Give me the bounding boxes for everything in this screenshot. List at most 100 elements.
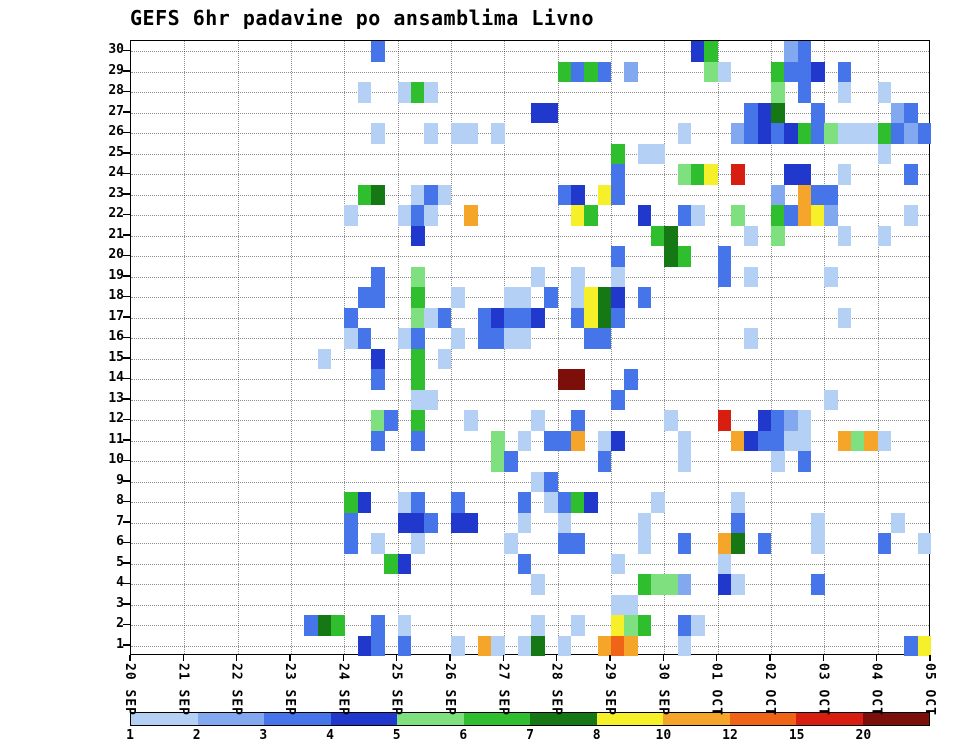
heatmap-cell: [771, 184, 785, 206]
y-tick-label: 22: [108, 206, 124, 222]
heatmap-cell: [517, 635, 532, 657]
heatmap-cell: [731, 430, 745, 452]
heatmap-cell: [504, 328, 519, 349]
x-tick-label: 25 SEP: [388, 663, 404, 716]
colorbar-segment: [530, 713, 597, 725]
heatmap-cell: [571, 61, 585, 83]
heatmap-cell: [797, 184, 812, 206]
x-tick-label: 01 OCT: [708, 663, 724, 716]
heatmap-cell: [517, 307, 532, 329]
heatmap-cell: [344, 328, 359, 349]
y-tick-mark: [123, 377, 130, 379]
heatmap-cell: [797, 123, 812, 144]
x-tick-label: 05 OCT: [922, 663, 937, 716]
heatmap-cell: [877, 225, 892, 247]
heatmap-cell: [744, 123, 759, 144]
y-tick-label: 29: [108, 62, 124, 78]
heatmap-cell: [771, 61, 785, 83]
heatmap-cell: [744, 328, 759, 349]
heatmap-cell: [651, 574, 665, 595]
y-tick-mark: [123, 562, 130, 564]
heatmap-cell: [464, 512, 479, 534]
heatmap-cell: [877, 82, 892, 103]
colorbar-segment: [131, 713, 198, 725]
heatmap-cell: [571, 615, 585, 636]
x-tick-mark: [342, 655, 345, 661]
horizontal-gridline: [131, 174, 929, 176]
heatmap-cell: [717, 574, 732, 595]
heatmap-cell: [544, 471, 559, 493]
heatmap-cell: [677, 123, 692, 144]
horizontal-gridline: [131, 604, 929, 606]
y-tick-label: 24: [108, 165, 124, 181]
colorbar-tick-label: 20: [855, 728, 872, 742]
y-tick-mark: [123, 295, 130, 297]
heatmap-cell: [371, 533, 385, 554]
heatmap-cell: [544, 430, 559, 452]
heatmap-cell: [371, 184, 385, 206]
heatmap-cell: [571, 430, 585, 452]
heatmap-cell: [611, 143, 625, 165]
heatmap-cell: [797, 205, 812, 226]
heatmap-cell: [637, 574, 652, 595]
heatmap-cell: [411, 348, 425, 370]
heatmap-cell: [371, 266, 385, 288]
heatmap-cell: [904, 205, 919, 226]
heatmap-cell: [744, 266, 759, 288]
heatmap-cell: [877, 123, 892, 144]
heatmap-cell: [504, 287, 519, 308]
heatmap-cell: [731, 512, 745, 534]
heatmap-cell: [851, 430, 865, 452]
heatmap-cell: [411, 328, 425, 349]
x-tick-mark: [289, 655, 291, 661]
heatmap-cell: [531, 635, 545, 657]
x-tick-mark: [662, 655, 665, 661]
heatmap-cell: [357, 82, 372, 103]
heatmap-cell: [717, 246, 732, 267]
heatmap-cell: [637, 287, 652, 308]
heatmap-cell: [797, 82, 812, 103]
heatmap-cell: [477, 328, 492, 349]
y-tick-mark: [123, 357, 130, 359]
heatmap-cell: [531, 615, 545, 636]
heatmap-cell: [584, 492, 599, 513]
heatmap-cell: [797, 430, 812, 452]
heatmap-cell: [677, 205, 692, 226]
heatmap-cell: [397, 553, 412, 575]
vertical-gridline: [557, 41, 559, 654]
y-tick-mark: [123, 70, 130, 72]
y-tick-mark: [123, 49, 130, 51]
heatmap-cell: [651, 143, 665, 165]
vertical-gridline: [184, 41, 186, 654]
heatmap-cell: [384, 410, 399, 431]
heatmap-cell: [917, 123, 932, 144]
heatmap-cell: [917, 533, 932, 554]
colorbar-segment: [330, 713, 397, 725]
heatmap-cell: [637, 205, 652, 226]
heatmap-cell: [437, 307, 452, 329]
x-tick-mark: [929, 655, 931, 661]
x-tick-label: 23 SEP: [282, 663, 297, 716]
heatmap-cell: [571, 307, 585, 329]
heatmap-cell: [784, 123, 799, 144]
heatmap-cell: [597, 184, 612, 206]
y-tick-mark: [123, 644, 130, 646]
heatmap-cell: [811, 102, 825, 124]
heatmap-cell: [797, 41, 812, 62]
horizontal-gridline: [131, 461, 929, 463]
heatmap-cell: [637, 143, 652, 165]
heatmap-cell: [491, 123, 505, 144]
heatmap-cell: [397, 328, 412, 349]
heatmap-cell: [611, 307, 625, 329]
heatmap-cell: [424, 184, 439, 206]
y-tick-mark: [123, 480, 130, 482]
heatmap-cell: [797, 61, 812, 83]
heatmap-cell: [411, 266, 425, 288]
colorbar-tick-label: 2: [192, 728, 201, 742]
heatmap-cell: [837, 430, 852, 452]
heatmap-cell: [837, 225, 852, 247]
heatmap-cell: [491, 307, 505, 329]
heatmap-cell: [917, 635, 932, 657]
heatmap-cell: [797, 451, 812, 472]
